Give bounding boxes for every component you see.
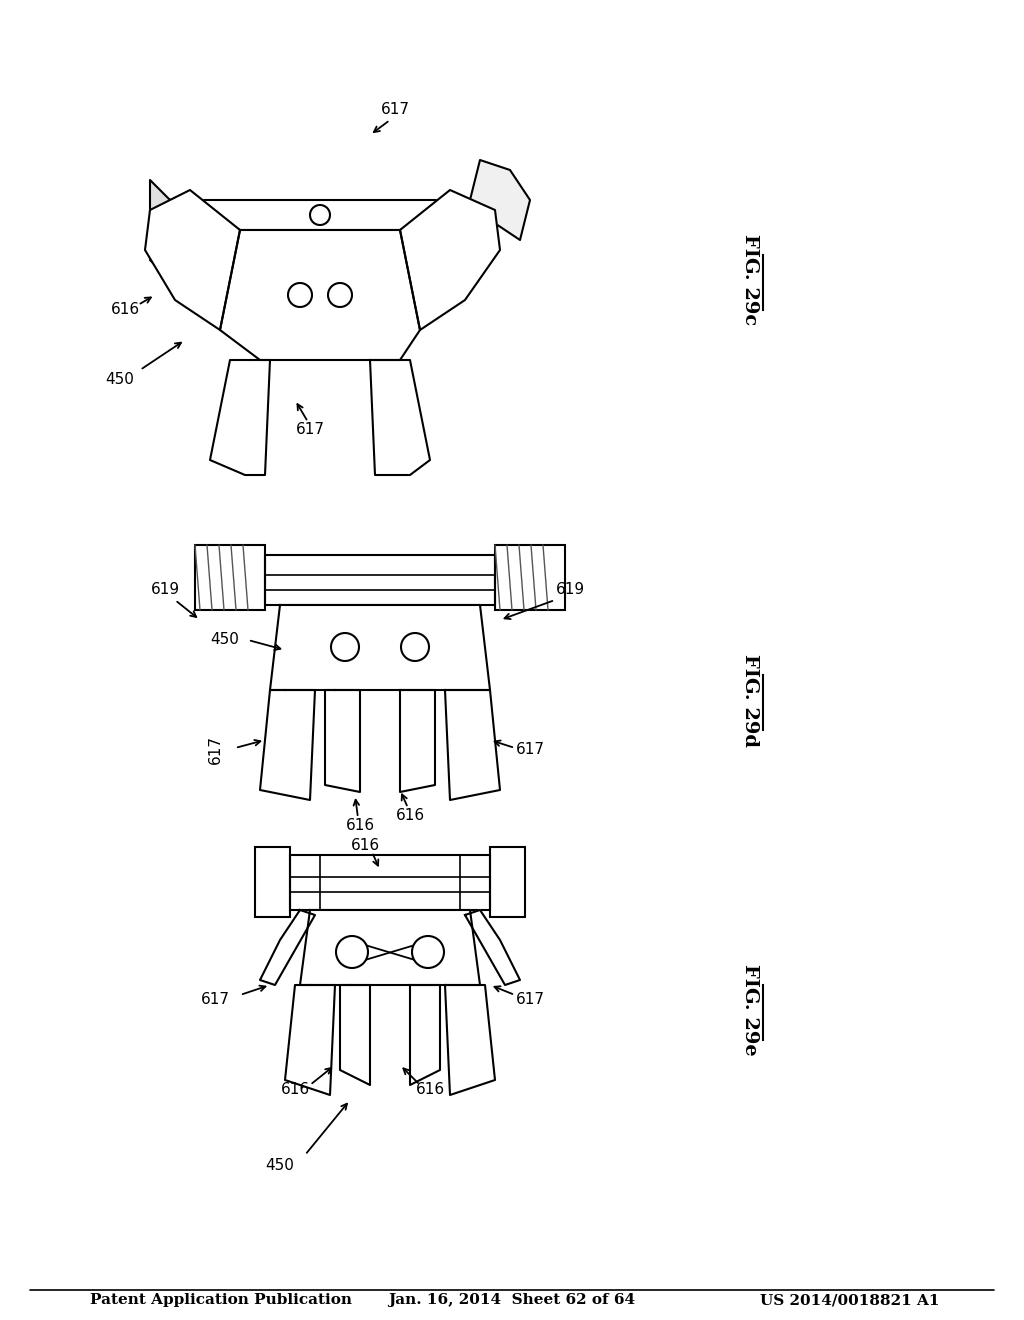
Text: 617: 617 [201,993,229,1007]
Text: US 2014/0018821 A1: US 2014/0018821 A1 [761,1294,940,1307]
Text: Jan. 16, 2014  Sheet 62 of 64: Jan. 16, 2014 Sheet 62 of 64 [388,1294,636,1307]
Circle shape [401,634,429,661]
Text: FIG. 29e: FIG. 29e [741,964,759,1056]
Text: 617: 617 [515,742,545,758]
Text: 617: 617 [381,103,410,117]
Polygon shape [260,909,315,985]
Polygon shape [145,190,240,330]
Bar [319,855,460,909]
Text: 450: 450 [265,1158,295,1172]
Polygon shape [260,690,315,800]
Bar [490,847,525,917]
Circle shape [328,282,352,308]
Bar [265,554,495,605]
Polygon shape [170,201,490,230]
Text: 617: 617 [515,993,545,1007]
Circle shape [336,936,368,968]
Polygon shape [270,605,490,690]
Bar [495,545,565,610]
Bar [195,545,265,610]
Text: 619: 619 [555,582,585,598]
Text: 616: 616 [350,837,380,853]
Polygon shape [285,985,335,1096]
Polygon shape [370,360,430,475]
Text: 450: 450 [105,372,134,388]
Polygon shape [470,160,530,240]
Circle shape [412,936,444,968]
Polygon shape [465,909,520,985]
Circle shape [331,634,359,661]
Polygon shape [220,230,420,360]
Text: 450: 450 [211,632,240,648]
Polygon shape [340,985,370,1085]
Polygon shape [400,690,435,792]
Bar [255,847,290,917]
Text: Patent Application Publication: Patent Application Publication [90,1294,352,1307]
Polygon shape [150,180,170,280]
Circle shape [288,282,312,308]
Text: 617: 617 [296,422,325,437]
Bar [290,855,490,909]
Circle shape [310,205,330,224]
Polygon shape [325,690,360,792]
Text: 616: 616 [416,1082,444,1097]
Polygon shape [210,360,270,475]
Text: FIG. 29d: FIG. 29d [741,653,759,747]
Text: 619: 619 [151,582,179,598]
Polygon shape [400,190,500,330]
Text: 617: 617 [208,735,222,764]
Polygon shape [445,690,500,800]
Polygon shape [300,909,480,985]
Text: 616: 616 [345,817,375,833]
Text: 616: 616 [111,302,139,318]
Polygon shape [410,985,440,1085]
Text: 616: 616 [395,808,425,822]
Text: FIG. 29c: FIG. 29c [741,235,759,326]
Polygon shape [445,985,495,1096]
Text: 616: 616 [281,1082,309,1097]
